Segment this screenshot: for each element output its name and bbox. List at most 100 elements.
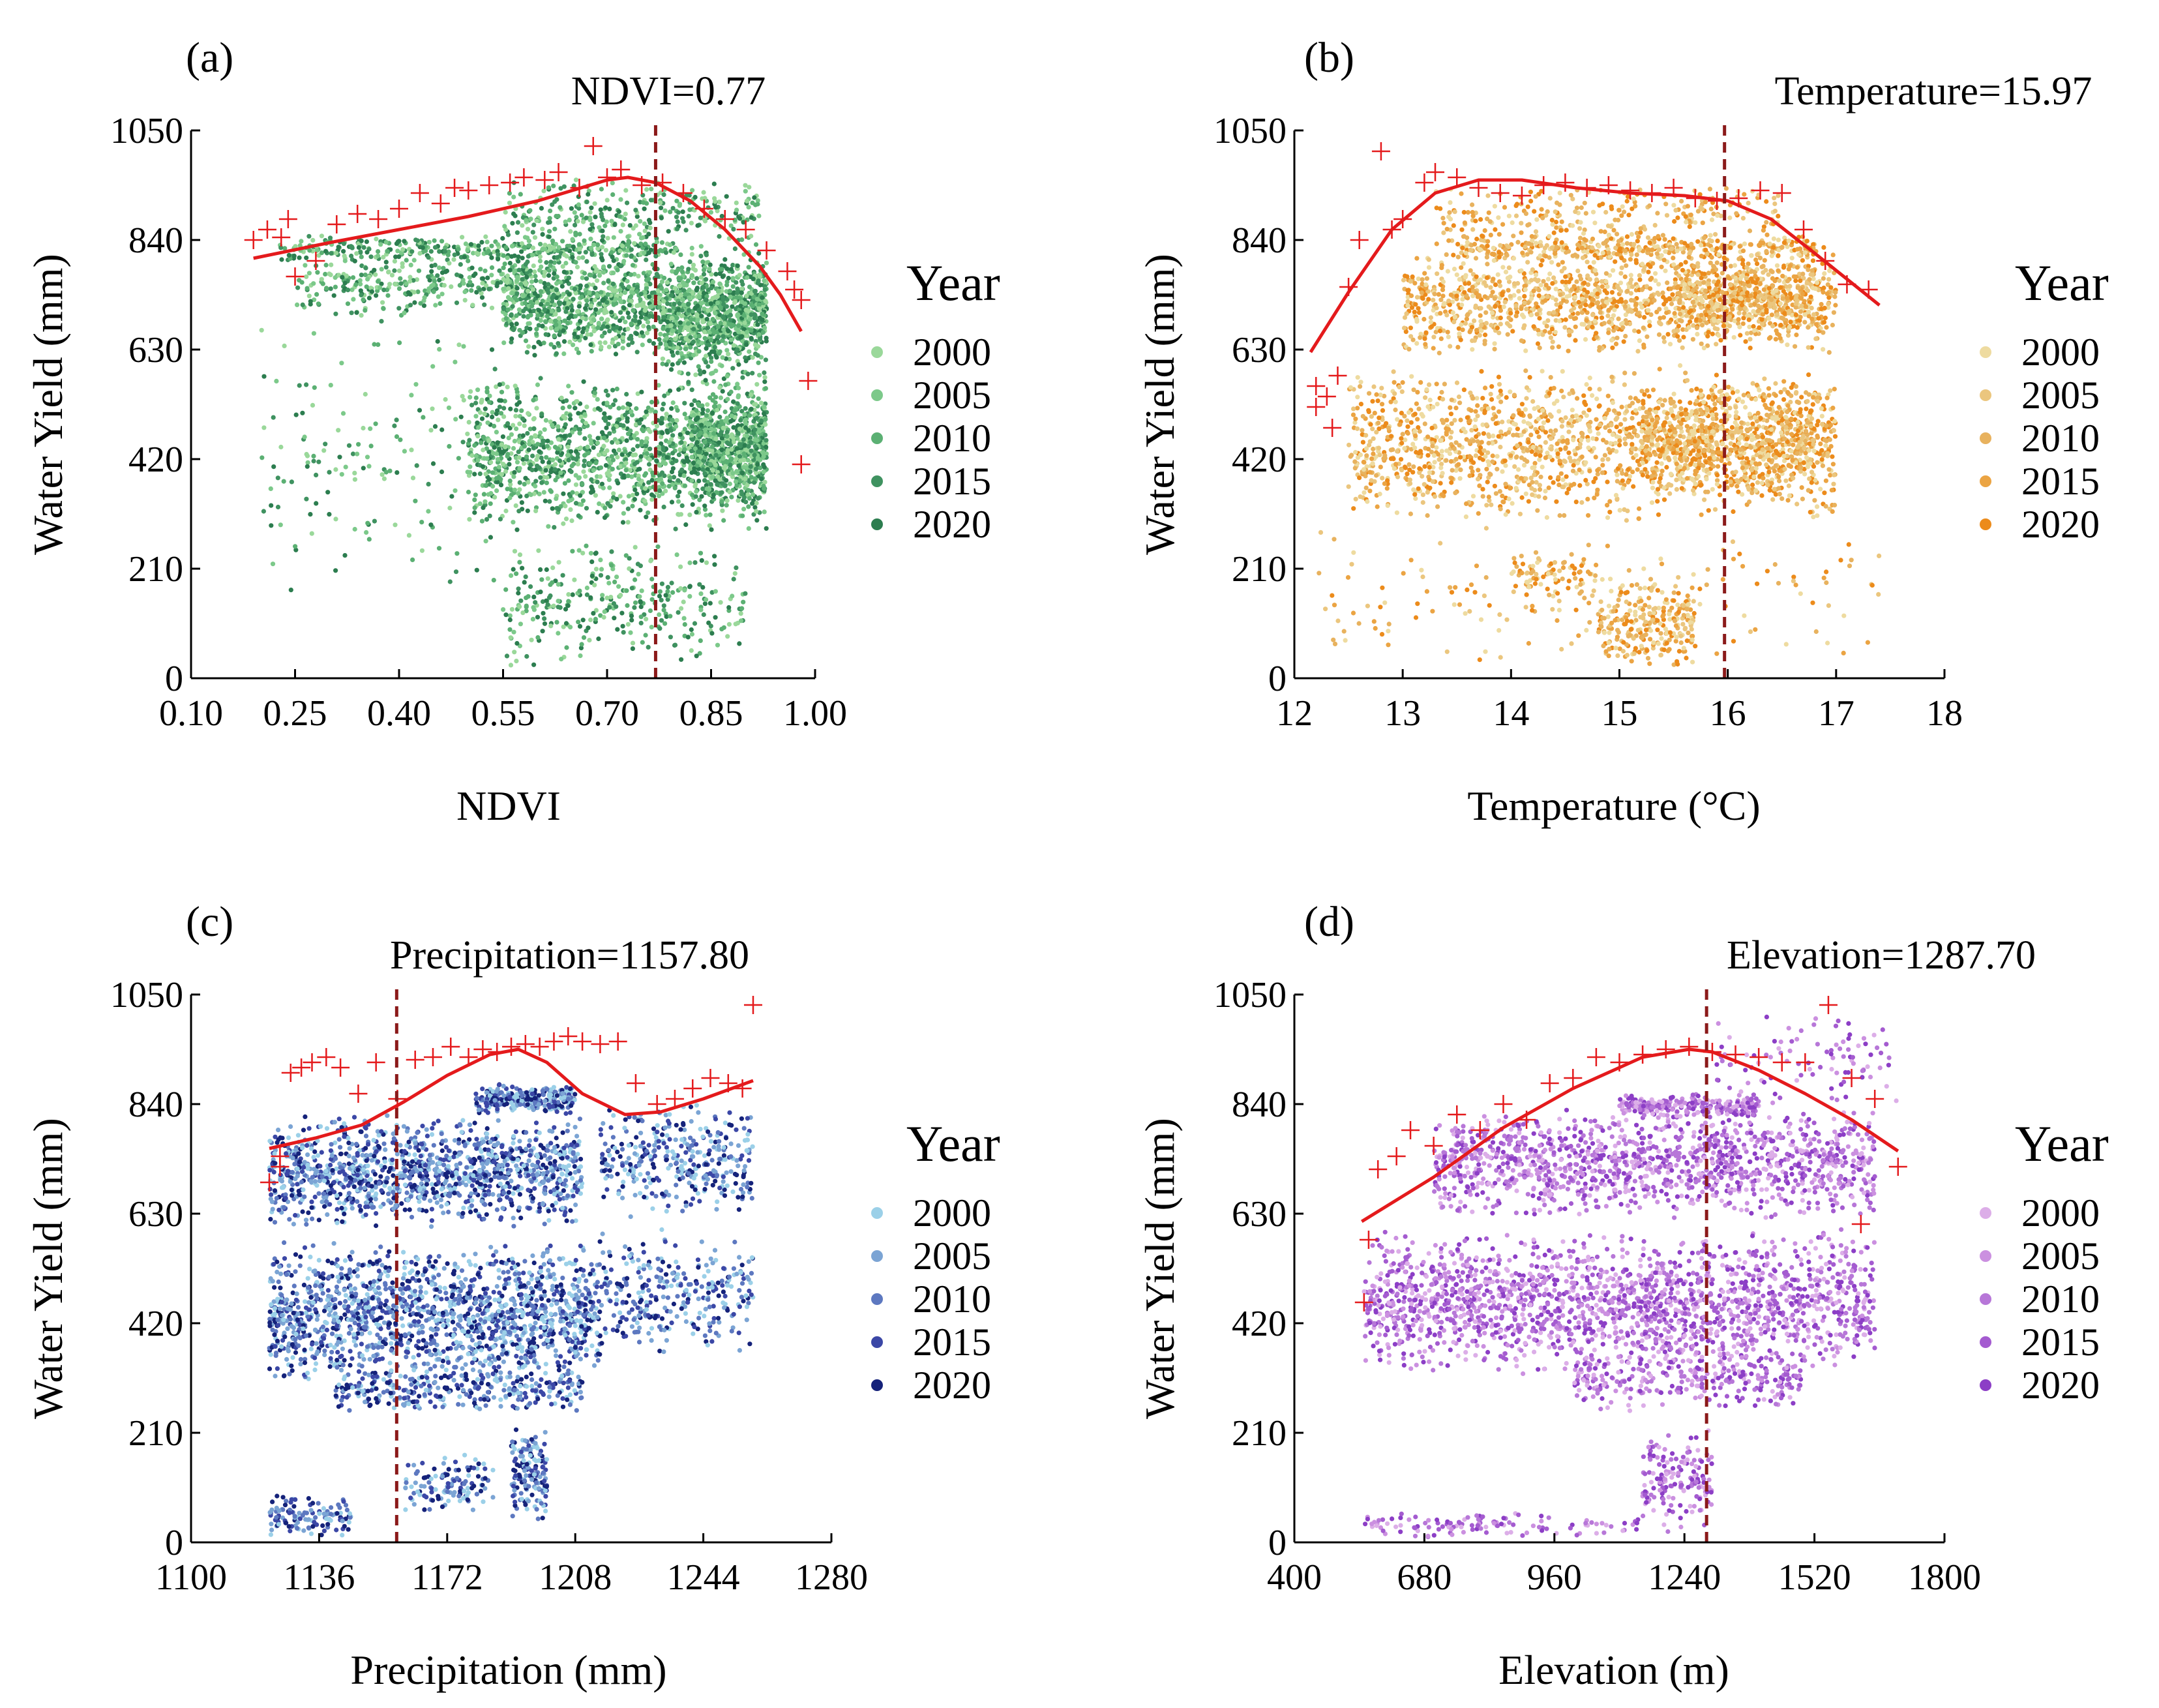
data-point [496,417,501,423]
data-point [417,408,423,413]
data-point [703,359,709,365]
data-point [490,451,496,456]
data-point [363,265,368,271]
data-point [544,567,549,573]
data-point [432,245,438,250]
data-point [603,505,608,511]
data-point [505,277,511,282]
data-point [649,400,655,405]
data-point [762,287,767,292]
data-point [678,564,683,569]
data-point [411,258,417,263]
data-point [383,265,389,270]
data-point [703,433,708,438]
data-point [661,309,666,314]
data-point [327,271,332,277]
data-point [567,413,573,418]
data-point [606,263,612,269]
data-point [601,264,606,269]
data-point [728,389,734,395]
data-point [631,308,636,313]
data-point [480,280,485,286]
data-point [585,332,590,337]
data-point [494,475,499,481]
data-point [638,218,643,224]
data-point [341,248,346,254]
data-point [443,269,448,275]
data-point [565,444,571,449]
data-point [474,250,479,256]
data-point [556,213,561,219]
data-point [610,340,615,346]
data-point [680,280,685,285]
data-point [722,464,728,469]
data-point [749,233,754,239]
data-point [676,361,681,366]
data-point [508,663,514,668]
data-point [762,375,767,380]
data-point [756,360,761,365]
data-point [630,646,636,652]
data-point [744,342,749,348]
data-point [528,217,533,222]
data-point [619,610,625,616]
data-point [618,287,623,293]
data-point [577,247,582,252]
data-point [439,427,445,432]
data-point [402,449,408,454]
data-point [630,263,636,268]
data-point [574,399,580,404]
data-point [583,473,588,479]
data-point [535,453,541,459]
data-point [567,404,572,410]
data-point [565,321,571,326]
data-point [546,460,552,466]
data-point [619,263,624,268]
data-point [320,281,325,286]
data-point [460,235,465,240]
data-point [494,283,499,289]
data-point [472,497,477,503]
data-point [702,503,707,509]
data-point [556,424,561,429]
data-point [625,401,631,406]
data-point [760,311,765,316]
data-point [520,416,526,421]
data-point [529,252,535,258]
data-point [261,425,267,430]
data-point [707,267,712,272]
data-point [639,330,645,335]
data-point [383,239,389,245]
data-point [762,370,767,376]
data-point [648,608,653,614]
data-point [644,616,649,622]
data-point [311,458,316,464]
data-point [447,579,453,584]
data-point [623,412,628,417]
data-point [762,464,767,470]
data-point [498,517,503,522]
data-point [643,443,649,449]
data-point [538,567,543,573]
data-point [601,443,606,449]
data-point [489,347,495,352]
data-point [525,508,530,513]
data-point [468,464,473,470]
data-point [593,567,599,572]
data-point [720,274,725,279]
data-point [580,498,586,503]
data-point [689,252,694,257]
data-point [660,356,666,361]
data-point [593,286,598,291]
data-point [644,286,649,292]
data-point [584,505,589,511]
data-point [763,417,768,422]
data-point [297,255,302,260]
data-point [489,305,495,310]
data-point [543,243,548,248]
data-point [526,447,531,453]
data-point [730,366,736,371]
data-point [513,383,518,389]
data-point [469,288,474,293]
data-point [715,300,721,305]
